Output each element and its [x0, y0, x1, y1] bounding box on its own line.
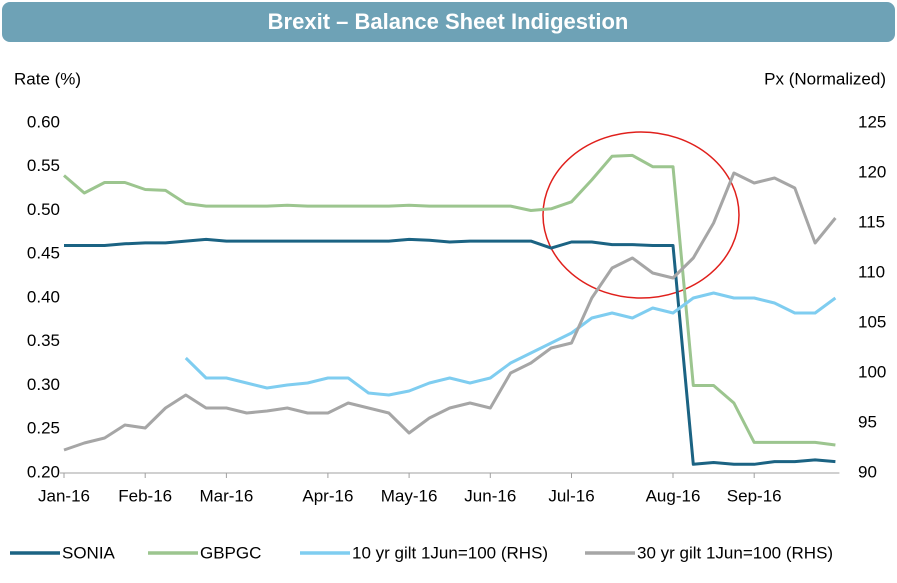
y2-tick-label: 95 [858, 412, 877, 431]
y-tick-label: 0.55 [27, 156, 60, 175]
y-tick-label: 0.40 [27, 287, 60, 306]
y-tick-label: 0.60 [27, 112, 60, 131]
y2-tick-label: 105 [858, 312, 886, 331]
y2-tick-label: 125 [858, 112, 886, 131]
x-tick-label: Jun-16 [464, 486, 516, 505]
y-tick-label: 0.30 [27, 375, 60, 394]
highlight-ellipse [542, 131, 740, 299]
y-axis-label: Rate (%) [14, 69, 81, 88]
y2-tick-label: 120 [858, 162, 886, 181]
y2-axis-label: Px (Normalized) [764, 69, 886, 88]
legend-label: SONIA [62, 543, 116, 562]
x-tick-label: Jul-16 [548, 486, 594, 505]
x-tick-label: Apr-16 [302, 486, 353, 505]
chart-title: Brexit – Balance Sheet Indigestion [268, 9, 629, 34]
x-tick-label: Aug-16 [646, 486, 701, 505]
legend-label: 10 yr gilt 1Jun=100 (RHS) [352, 543, 548, 562]
y-tick-label: 0.50 [27, 200, 60, 219]
legend-label: 30 yr gilt 1Jun=100 (RHS) [637, 543, 833, 562]
x-tick-label: Mar-16 [199, 486, 253, 505]
y-tick-label: 0.20 [27, 462, 60, 481]
series-line [63, 171, 837, 452]
x-tick-label: Sep-16 [727, 486, 782, 505]
x-tick-label: Jan-16 [38, 486, 90, 505]
x-tick-label: May-16 [381, 486, 438, 505]
y2-tick-label: 115 [858, 212, 885, 231]
title-banner [2, 2, 895, 42]
y-tick-label: 0.35 [27, 331, 60, 350]
y-tick-label: 0.45 [27, 244, 60, 263]
x-tick-label: Feb-16 [118, 486, 172, 505]
y2-tick-label: 90 [858, 462, 877, 481]
legend-label: GBPGC [200, 543, 261, 562]
y2-tick-label: 100 [858, 362, 886, 381]
y-tick-label: 0.25 [27, 419, 60, 438]
y2-tick-label: 110 [858, 262, 885, 281]
series-line [64, 237, 836, 466]
series-line [63, 153, 836, 447]
series-line [184, 291, 837, 397]
